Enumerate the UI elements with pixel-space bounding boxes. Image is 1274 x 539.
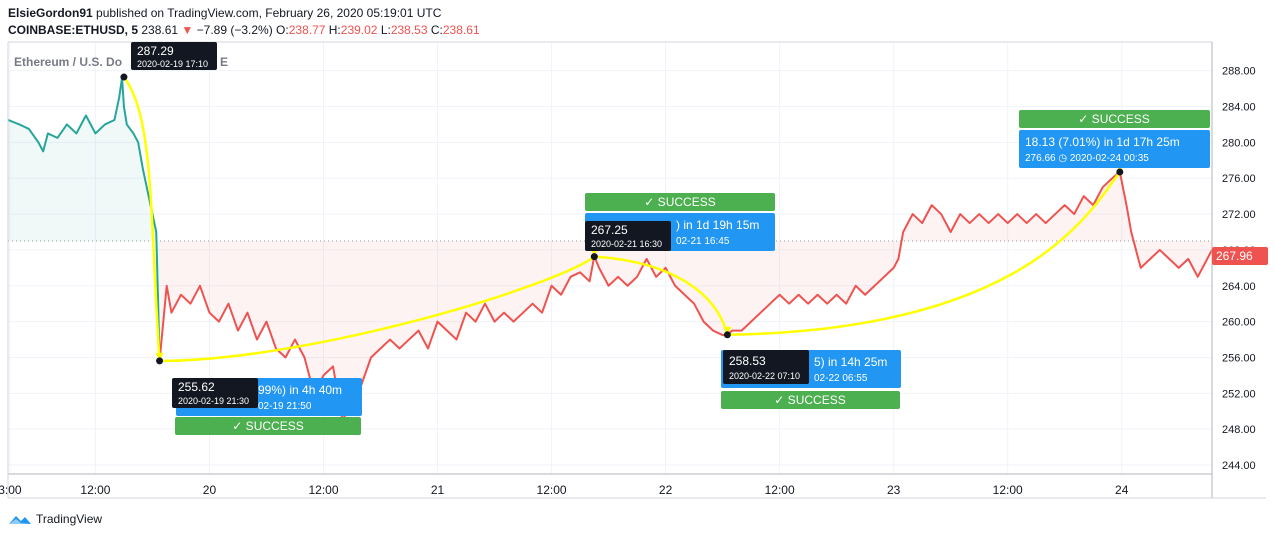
- x-tick-label: 12:00: [80, 483, 110, 497]
- x-tick-label: 23: [887, 483, 901, 497]
- result-2-status: ✓ SUCCESS: [644, 195, 715, 209]
- price-series: [7, 76, 1213, 422]
- price-change: −7.89 (−3.2%): [196, 23, 273, 37]
- price-tag-4: 258.53 2020-02-22 07:10: [723, 350, 809, 384]
- price-line-4: [1118, 171, 1213, 278]
- last-price-marker: 267.96: [1212, 247, 1268, 265]
- trade-path-2: [159, 255, 596, 363]
- publish-line: ElsieGordon91 published on TradingView.c…: [8, 5, 480, 22]
- result-4-status: ✓ SUCCESS: [1078, 112, 1149, 126]
- pivot-point-5: [1116, 168, 1124, 176]
- x-tick-label: 24: [1115, 483, 1129, 497]
- high-label: H:: [328, 23, 341, 37]
- price-line-3: [593, 171, 1121, 337]
- close-label: C:: [430, 23, 443, 37]
- chart-watermark: Ethereum / U.S. Do: [14, 55, 122, 69]
- tag-2-time: 2020-02-19 21:30: [178, 396, 249, 406]
- pivot-point-2: [156, 357, 164, 365]
- result-3-status: ✓ SUCCESS: [774, 393, 845, 407]
- open-value: 238.77: [288, 23, 326, 37]
- y-tick-label: 244.00: [1222, 460, 1256, 472]
- x-tick-label: 12:00: [537, 483, 567, 497]
- tag-1-price: 287.29: [137, 44, 174, 58]
- result-1-main: 99%) in 4h 40m: [258, 383, 342, 397]
- chart-watermark-tail: E: [220, 55, 228, 69]
- x-tick-label: 22: [659, 483, 673, 497]
- result-4-sub: 276.66 ◷ 2020-02-24 00:35: [1025, 153, 1149, 164]
- x-tick-label: 21: [431, 483, 445, 497]
- x-tick-label: 12:00: [765, 483, 795, 497]
- y-tick-label: 256.00: [1222, 352, 1256, 364]
- y-tick-label: 264.00: [1222, 281, 1256, 293]
- pivot-point-1: [120, 73, 128, 81]
- result-1-status: ✓ SUCCESS: [232, 419, 303, 433]
- close-value: 238.61: [442, 23, 480, 37]
- series-fill-3: [594, 171, 1120, 336]
- price-tag-3: 267.25 2020-02-21 16:30: [585, 221, 671, 251]
- trade-path-arrow-3: [723, 326, 732, 335]
- tag-4-price: 258.53: [729, 354, 766, 368]
- result-box-4[interactable]: ✓ SUCCESS 18.13 (7.01%) in 1d 17h 25m 27…: [1019, 110, 1210, 168]
- low-label: L:: [380, 23, 391, 37]
- trade-path-arrow-1: [155, 352, 164, 361]
- author-name[interactable]: ElsieGordon91: [8, 6, 93, 20]
- last-price: 238.61: [141, 23, 179, 37]
- change-down-icon: ▼: [181, 23, 194, 37]
- tag-2-price: 255.62: [178, 380, 215, 394]
- tag-3-time: 2020-02-21 16:30: [591, 239, 662, 249]
- result-4-main: 18.13 (7.01%) in 1d 17h 25m: [1025, 135, 1180, 149]
- trade-paths: [122, 76, 1124, 363]
- price-line-2: [158, 256, 596, 422]
- pivot-point-3: [590, 253, 598, 261]
- footer: TradingView: [8, 512, 102, 526]
- result-3-main: 5) in 14h 25m: [814, 355, 887, 369]
- y-tick-label: 248.00: [1222, 424, 1256, 436]
- result-2-main: ) in 1d 19h 15m: [676, 218, 759, 232]
- tag-1-time: 2020-02-19 17:10: [137, 59, 208, 69]
- result-3-sub: 02-22 06:55: [814, 373, 868, 384]
- trade-path-1: [122, 76, 161, 361]
- footer-brand[interactable]: TradingView: [36, 512, 103, 526]
- y-tick-label: 272.00: [1222, 209, 1256, 221]
- y-tick-label: 260.00: [1222, 317, 1256, 329]
- x-tick-label: 12:00: [993, 483, 1023, 497]
- y-tick-label: 288.00: [1222, 66, 1256, 78]
- trade-path-4: [727, 171, 1121, 337]
- price-axis[interactable]: 288.00284.00280.00276.00272.00268.00264.…: [1222, 66, 1256, 472]
- price-tag-2: 255.62 2020-02-19 21:30: [172, 378, 258, 408]
- y-tick-label: 276.00: [1222, 173, 1256, 185]
- pivot-point-4: [723, 331, 731, 339]
- time-axis[interactable]: 3:00 12:00 20 12:00 21 12:00 22 12:00 23 12:00 24: [0, 483, 1129, 497]
- x-tick-label: 3:00: [0, 483, 22, 497]
- y-tick-label: 284.00: [1222, 102, 1256, 114]
- symbol-line: COINBASE:ETHUSD, 5 238.61 ▼ −7.89 (−3.2%…: [8, 22, 480, 39]
- chart-header: ElsieGordon91 published on TradingView.c…: [8, 5, 480, 39]
- trade-path-3: [594, 255, 729, 336]
- symbol-name: COINBASE:ETHUSD, 5: [8, 23, 139, 37]
- tag-4-time: 2020-02-22 07:10: [729, 371, 800, 381]
- x-tick-label: 12:00: [308, 483, 338, 497]
- result-1-sub: 02-19 21:50: [258, 401, 312, 412]
- open-label: O:: [276, 23, 289, 37]
- last-price-label: 267.96: [1216, 249, 1253, 263]
- price-tag-1: 287.29 2020-02-19 17:10: [131, 42, 217, 70]
- low-value: 238.53: [390, 23, 428, 37]
- series-fill-1: [8, 77, 160, 362]
- series-fill-4: [1119, 171, 1212, 277]
- pivot-markers: [120, 73, 1124, 365]
- y-tick-label: 252.00: [1222, 388, 1256, 400]
- tradingview-logo-icon: [9, 516, 31, 524]
- tag-3-price: 267.25: [591, 223, 628, 237]
- high-value: 239.02: [340, 23, 378, 37]
- result-2-sub: 02-21 16:45: [676, 236, 730, 247]
- publish-info: published on TradingView.com, February 2…: [96, 6, 442, 20]
- x-tick-label: 20: [203, 483, 217, 497]
- price-line-1: [7, 76, 161, 362]
- y-tick-label: 280.00: [1222, 137, 1256, 149]
